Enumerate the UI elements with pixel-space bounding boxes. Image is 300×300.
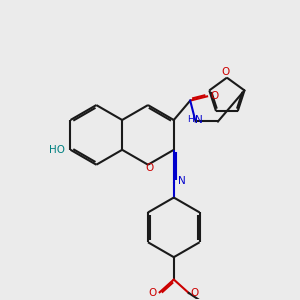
Text: N: N xyxy=(178,176,186,186)
Text: O: O xyxy=(190,288,199,298)
Text: O: O xyxy=(221,67,230,77)
Text: H: H xyxy=(187,116,194,124)
Text: N: N xyxy=(195,115,203,125)
Text: O: O xyxy=(211,91,219,101)
Text: O: O xyxy=(145,163,154,173)
Text: HO: HO xyxy=(49,145,65,155)
Text: O: O xyxy=(149,288,157,298)
